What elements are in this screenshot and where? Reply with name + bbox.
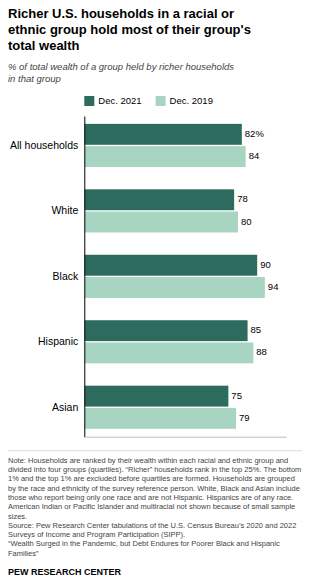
footer: PEW RESEARCH CENTER	[8, 567, 122, 577]
chart: Richer U.S. households in a racial oreth…	[0, 0, 310, 583]
note-line: Source: Pew Research Center tabulations …	[8, 521, 296, 530]
note: Note: Households are ranked by their wea…	[8, 456, 301, 558]
data-label: 94	[268, 281, 279, 292]
bar	[84, 189, 234, 210]
y-tick-label: All households	[10, 139, 78, 151]
bar	[84, 408, 236, 429]
note-line: by the race and ethnicity of the survey …	[8, 484, 300, 493]
data-label: 82%	[245, 128, 265, 139]
bar	[84, 386, 228, 407]
bar	[84, 320, 247, 341]
title: Richer U.S. households in a racial oreth…	[8, 6, 251, 53]
y-tick: Asian	[52, 401, 84, 413]
bar	[84, 212, 238, 233]
note-line: divided into four groups (quartiles). “R…	[8, 465, 301, 474]
y-tick-label: Asian	[52, 401, 78, 413]
data-label: 79	[239, 412, 250, 423]
y-tick-label: Black	[53, 270, 79, 282]
note-line: 1% and the top 1% are excluded before qu…	[8, 474, 295, 483]
title-line: Richer U.S. households in a racial or	[8, 6, 234, 21]
title-line: ethnic group hold most of their group's	[8, 22, 251, 37]
y-axis-line	[84, 117, 85, 438]
y-tick: All households	[10, 139, 84, 151]
data-label: 84	[249, 150, 260, 161]
data-label: 88	[256, 346, 267, 357]
series	[84, 124, 257, 407]
legend-swatch	[156, 96, 166, 106]
bar	[84, 342, 253, 363]
series	[84, 146, 265, 429]
bars	[84, 124, 265, 429]
subtitle-line: % of total wealth of a group held by ric…	[8, 61, 234, 72]
note-line: sizes.	[8, 512, 27, 521]
data-label: 75	[231, 390, 242, 401]
data-label: 90	[260, 259, 271, 270]
x-axis	[85, 437, 287, 438]
bar	[84, 146, 245, 167]
legend-item: Dec. 2021	[84, 95, 141, 106]
note-line: those who report being only one race and…	[8, 493, 293, 502]
legend-label: Dec. 2019	[170, 95, 213, 106]
note-line: Note: Households are ranked by their wea…	[8, 456, 288, 465]
data-label: 80	[241, 216, 252, 227]
note-line: Surveys of Income and Program Participat…	[8, 530, 185, 539]
title-line: total wealth	[8, 38, 80, 53]
subtitle: % of total wealth of a group held by ric…	[8, 61, 234, 84]
divider	[8, 450, 302, 451]
y-axis: All households White Black Hispanic Asian	[10, 117, 85, 438]
data-label: 78	[237, 193, 248, 204]
note-line: American Indian or Pacific Islander and …	[8, 502, 295, 511]
subtitle-line: in that group	[8, 73, 61, 84]
bar	[84, 277, 265, 298]
data-label: 85	[251, 324, 262, 335]
legend: Dec. 2021 Dec. 2019	[84, 95, 213, 106]
y-tick-label: Hispanic	[38, 335, 78, 347]
data-labels: 82% 78 90 85 75 84 80 94 88 79	[231, 128, 278, 423]
note-line: “Wealth Surged in the Pandemic, but Debt…	[8, 539, 280, 548]
bar	[84, 255, 257, 276]
legend-label: Dec. 2021	[98, 95, 141, 106]
note-line: Families”	[8, 549, 39, 558]
y-tick: White	[51, 204, 84, 216]
y-tick: Hispanic	[38, 335, 84, 347]
y-tick-label: White	[51, 204, 78, 216]
legend-swatch	[84, 96, 94, 106]
legend-item: Dec. 2019	[156, 95, 213, 106]
bar	[84, 124, 242, 145]
y-tick: Black	[53, 270, 85, 282]
x-axis-line	[85, 437, 287, 438]
